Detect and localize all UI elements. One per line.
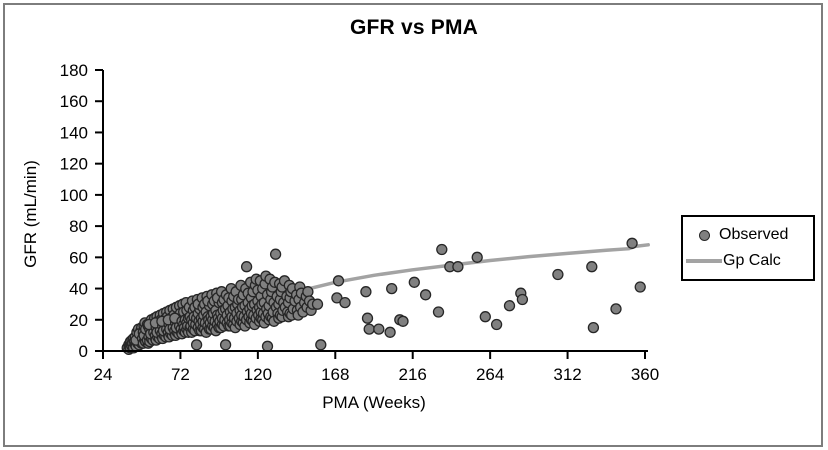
legend-entry-observed: Observed (683, 227, 813, 243)
y-tick-label: 60 (69, 248, 88, 267)
x-tick-label: 360 (631, 365, 659, 384)
x-tick-label: 120 (244, 365, 272, 384)
y-tick-label: 100 (60, 186, 88, 205)
observed-marker-icon (699, 229, 710, 241)
scatter-point (552, 268, 564, 281)
y-tick-label: 120 (60, 155, 88, 174)
legend-box: Observed Gp Calc (681, 215, 815, 281)
x-axis-title: PMA (Weeks) (322, 393, 426, 412)
y-tick-label: 140 (60, 123, 88, 142)
scatter-point (261, 340, 274, 352)
scatter-point (408, 276, 420, 288)
legend-label-gp-calc: Gp Calc (723, 252, 781, 269)
scatter-point (332, 275, 345, 287)
scatter-point (397, 315, 409, 327)
x-tick-label: 312 (553, 365, 581, 384)
gp-calc-line-icon (686, 259, 722, 263)
y-tick-label: 80 (69, 217, 88, 236)
scatter-point (587, 321, 600, 334)
scatter-point (386, 282, 398, 295)
scatter-point (315, 339, 327, 351)
scatter-point (503, 300, 516, 312)
scatter-point (586, 261, 598, 273)
scatter-point (302, 286, 314, 298)
scatter-point (516, 293, 529, 306)
scatter-point (479, 311, 491, 323)
x-tick-label: 168 (321, 365, 349, 384)
legend-entry-gp-calc: Gp Calc (683, 253, 813, 269)
scatter-point (610, 303, 622, 315)
figure-border (3, 3, 823, 447)
y-tick-label: 180 (60, 61, 88, 80)
y-tick-label: 40 (69, 280, 88, 299)
scatter-point (419, 289, 432, 301)
scatter-point (634, 281, 646, 293)
x-tick-label: 24 (94, 365, 113, 384)
scatter-point (190, 339, 203, 351)
x-tick-label: 264 (476, 365, 504, 384)
scatter-point (219, 339, 232, 351)
scatter-point (373, 323, 385, 335)
scatter-point (384, 326, 396, 338)
chart-title: GFR vs PMA (349, 16, 479, 39)
y-tick-label: 20 (69, 311, 88, 330)
scatter-point (360, 286, 372, 298)
scatter-point (269, 248, 282, 260)
scatter-point (240, 261, 253, 273)
scatter-point (339, 296, 351, 309)
y-tick-label: 0 (79, 342, 88, 361)
x-tick-label: 216 (399, 365, 427, 384)
legend-label-observed: Observed (719, 226, 789, 243)
scatter-point (432, 306, 445, 318)
scatter-point (311, 298, 324, 310)
x-tick-label: 72 (171, 365, 190, 384)
scatter-point (436, 243, 448, 256)
scatter-point (471, 251, 483, 263)
scatter-point (363, 323, 375, 335)
scatter-point (361, 312, 374, 324)
scatter-point (626, 237, 638, 249)
scatter-point (490, 318, 503, 331)
scatter-point (452, 261, 464, 273)
y-tick-label: 160 (60, 92, 88, 111)
